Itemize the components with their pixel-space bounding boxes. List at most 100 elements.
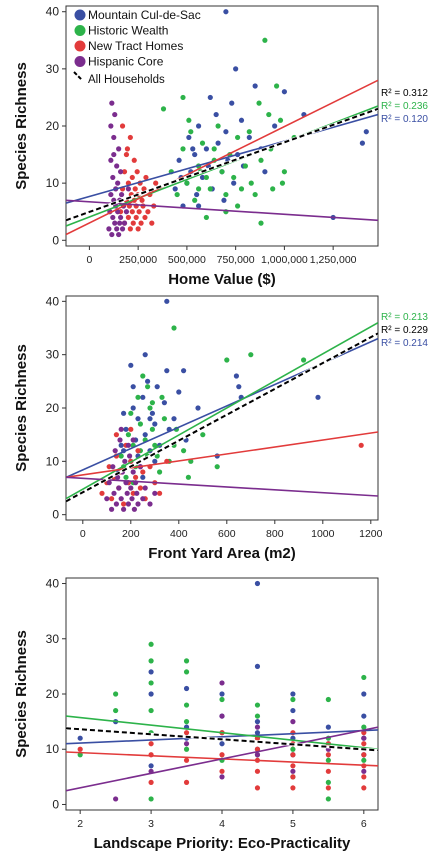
x-tick-label: 4 <box>219 818 225 830</box>
data-point <box>171 325 177 331</box>
data-point <box>140 474 146 480</box>
data-point <box>215 123 221 129</box>
data-point <box>219 768 225 774</box>
fit-line-all-households <box>66 727 378 752</box>
data-point <box>186 134 192 141</box>
data-point <box>358 442 364 448</box>
data-point <box>183 779 190 785</box>
data-point <box>77 746 83 752</box>
y-tick-label: 30 <box>46 348 60 362</box>
data-point <box>270 186 276 192</box>
data-point <box>110 464 116 470</box>
data-point <box>176 389 182 395</box>
x-tick-label: 600 <box>218 528 236 540</box>
data-point <box>122 458 128 464</box>
data-point <box>145 209 151 215</box>
data-point <box>281 169 287 175</box>
y-tick-label: 10 <box>46 454 60 468</box>
data-point <box>140 469 146 475</box>
data-point <box>133 474 139 480</box>
data-point <box>149 220 155 226</box>
data-point <box>137 421 143 427</box>
x-tick-label: 2 <box>77 818 83 830</box>
data-point <box>223 191 229 198</box>
data-point <box>113 432 119 438</box>
data-point <box>109 231 115 238</box>
data-point <box>130 469 136 475</box>
data-point <box>152 458 158 464</box>
data-point <box>238 186 245 192</box>
data-point <box>256 100 262 106</box>
x-tick-label: 0 <box>86 254 92 266</box>
x-tick-label: 1,000,000 <box>261 254 308 266</box>
data-point <box>135 394 141 400</box>
data-point <box>149 400 155 406</box>
data-point <box>174 191 180 198</box>
data-point <box>112 220 118 226</box>
data-point <box>159 394 165 400</box>
data-point <box>219 696 225 703</box>
data-point <box>231 180 237 186</box>
data-point <box>199 140 206 146</box>
data-point <box>104 496 110 502</box>
data-point <box>111 151 117 158</box>
data-point <box>223 9 229 15</box>
data-point <box>254 785 261 791</box>
data-point <box>140 496 146 502</box>
data-point <box>141 186 147 192</box>
panel-eco-practicality: 0 10 20 30 40 2 3 4 5 6 Landscape Priority: Eco-Pr… <box>13 577 379 852</box>
data-point <box>325 785 331 791</box>
y-tick-label: 10 <box>46 176 60 190</box>
data-point <box>290 746 296 752</box>
data-point <box>301 357 307 363</box>
fit-line <box>66 729 378 745</box>
data-point <box>148 779 154 785</box>
data-point <box>361 735 367 741</box>
data-point <box>149 410 155 416</box>
data-point <box>361 774 367 780</box>
x-tick-label: 750,000 <box>217 254 255 266</box>
x-tick-label: 3 <box>148 818 154 830</box>
data-point <box>219 691 225 697</box>
data-point <box>148 680 154 686</box>
data-point <box>183 658 190 664</box>
data-point <box>235 134 241 141</box>
data-point <box>196 186 202 192</box>
data-point <box>361 713 367 719</box>
data-point <box>219 752 225 758</box>
x-tick-label: 500,000 <box>168 254 206 266</box>
data-point <box>192 151 198 158</box>
data-point <box>186 117 192 123</box>
legend-label: New Tract Homes <box>88 39 183 53</box>
data-point <box>112 448 118 454</box>
x-tick-label: 400 <box>170 528 188 540</box>
data-point <box>118 453 124 459</box>
data-point <box>200 432 206 438</box>
data-point <box>135 416 141 422</box>
data-point <box>118 169 124 175</box>
data-point <box>114 163 120 169</box>
data-point <box>325 768 331 774</box>
data-point <box>272 123 278 129</box>
plot-area <box>66 9 378 238</box>
x-tick-label: 200 <box>122 528 140 540</box>
r-squared-label: R² = 0.312 <box>381 88 428 99</box>
data-point <box>116 146 122 152</box>
data-point <box>125 432 131 438</box>
data-point <box>254 580 261 587</box>
fit-line <box>66 113 378 204</box>
data-point <box>290 707 296 714</box>
fit-line <box>66 431 378 479</box>
data-point <box>181 448 187 454</box>
fit-line-all-households <box>66 332 378 503</box>
data-point <box>254 724 261 730</box>
data-point <box>125 501 131 507</box>
data-point <box>128 485 134 491</box>
data-point <box>235 203 241 209</box>
data-point <box>114 226 120 232</box>
data-point <box>183 741 190 747</box>
data-point <box>148 741 154 747</box>
data-point <box>196 123 202 129</box>
data-point <box>99 490 105 496</box>
